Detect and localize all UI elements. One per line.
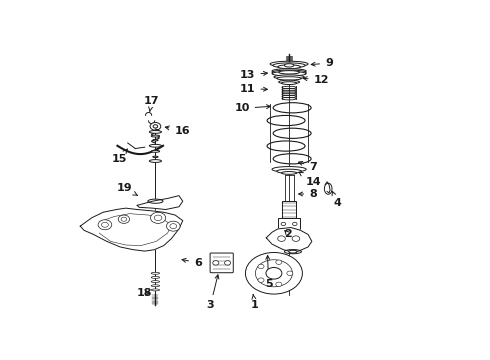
Text: 1: 1: [251, 294, 259, 310]
Text: 9: 9: [311, 58, 333, 68]
Ellipse shape: [151, 135, 160, 137]
Circle shape: [153, 125, 158, 128]
Circle shape: [121, 217, 127, 221]
Text: 7: 7: [298, 161, 317, 172]
Polygon shape: [267, 228, 312, 252]
Circle shape: [276, 282, 282, 287]
Ellipse shape: [272, 69, 306, 73]
Ellipse shape: [272, 72, 306, 76]
FancyBboxPatch shape: [210, 253, 233, 273]
Ellipse shape: [151, 289, 160, 291]
Ellipse shape: [279, 80, 299, 84]
Circle shape: [150, 212, 166, 223]
Text: 2: 2: [284, 229, 292, 239]
Circle shape: [258, 264, 264, 269]
Circle shape: [170, 224, 177, 229]
Ellipse shape: [284, 64, 294, 67]
Ellipse shape: [277, 77, 301, 80]
Ellipse shape: [281, 82, 297, 85]
Ellipse shape: [284, 249, 301, 254]
Circle shape: [292, 236, 300, 242]
Text: 5: 5: [265, 256, 272, 288]
Circle shape: [266, 267, 282, 279]
Ellipse shape: [278, 65, 300, 69]
Circle shape: [276, 260, 282, 265]
Circle shape: [167, 221, 180, 231]
Ellipse shape: [153, 156, 158, 158]
Text: 19: 19: [117, 183, 137, 195]
Bar: [282, 201, 296, 218]
Polygon shape: [137, 195, 183, 210]
Text: 4: 4: [332, 192, 341, 208]
Ellipse shape: [151, 272, 160, 274]
Text: 3: 3: [207, 275, 219, 310]
Circle shape: [287, 271, 293, 275]
Circle shape: [150, 122, 161, 130]
Text: 13: 13: [240, 69, 268, 80]
Bar: [278, 218, 300, 229]
Circle shape: [213, 261, 219, 265]
Ellipse shape: [281, 172, 297, 174]
Ellipse shape: [289, 250, 297, 253]
Ellipse shape: [151, 281, 160, 283]
Ellipse shape: [149, 144, 162, 147]
Ellipse shape: [279, 71, 299, 74]
Ellipse shape: [148, 199, 163, 203]
Circle shape: [293, 222, 297, 226]
Ellipse shape: [151, 276, 160, 278]
Ellipse shape: [274, 75, 304, 79]
Ellipse shape: [149, 159, 162, 162]
Circle shape: [255, 260, 293, 287]
Circle shape: [245, 252, 302, 294]
Text: 12: 12: [303, 75, 329, 85]
Ellipse shape: [149, 131, 162, 133]
Circle shape: [224, 261, 231, 265]
Ellipse shape: [270, 61, 308, 67]
Text: 10: 10: [234, 103, 270, 113]
Text: 6: 6: [182, 258, 202, 268]
Ellipse shape: [153, 140, 158, 141]
Text: 15: 15: [111, 149, 127, 164]
Circle shape: [278, 236, 285, 242]
Text: 14: 14: [299, 172, 321, 187]
Ellipse shape: [273, 63, 305, 68]
Ellipse shape: [272, 70, 306, 75]
Text: 8: 8: [299, 189, 317, 199]
Circle shape: [118, 215, 129, 223]
Ellipse shape: [272, 167, 306, 172]
Circle shape: [154, 215, 162, 221]
Text: 11: 11: [240, 84, 268, 94]
Circle shape: [281, 222, 286, 226]
Circle shape: [258, 278, 264, 282]
Text: 17: 17: [144, 96, 159, 111]
Circle shape: [98, 220, 112, 230]
Polygon shape: [80, 208, 183, 251]
Ellipse shape: [151, 150, 160, 152]
Ellipse shape: [151, 285, 160, 287]
Text: 18: 18: [136, 288, 152, 298]
Circle shape: [101, 222, 108, 227]
Ellipse shape: [277, 169, 301, 174]
Text: 16: 16: [165, 126, 190, 135]
